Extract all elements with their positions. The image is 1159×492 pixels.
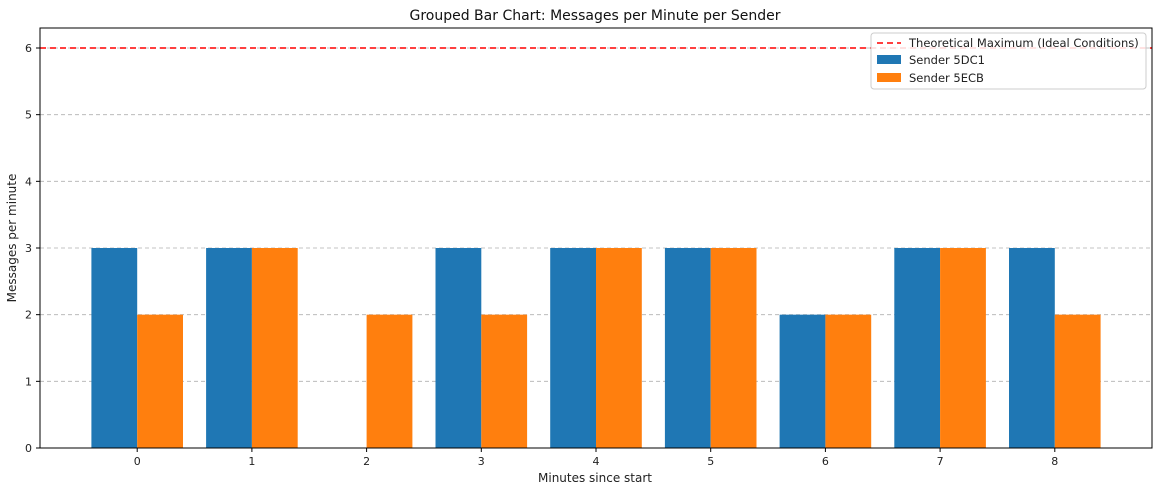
legend: Theoretical Maximum (Ideal Conditions) Se… [870, 32, 1147, 90]
bars [91, 248, 1101, 448]
bar-sender-5ecb-7 [940, 248, 986, 448]
bar-sender-5ecb-6 [825, 314, 872, 448]
bar-sender-5dc1-0 [91, 248, 138, 448]
x-tick-label: 5 [707, 455, 714, 468]
x-tick-label: 8 [1051, 455, 1058, 468]
bar-sender-5ecb-2 [366, 314, 413, 448]
bar-sender-5dc1-3 [435, 248, 482, 448]
legend-swatch-sender-5ecb [877, 73, 901, 82]
legend-label-sender-5dc1: Sender 5DC1 [909, 53, 985, 67]
bar-sender-5dc1-1 [206, 248, 252, 448]
x-tick-label: 7 [937, 455, 944, 468]
bar-sender-5ecb-4 [596, 248, 642, 448]
y-tick-label: 3 [25, 242, 32, 255]
legend-swatch-sender-5dc1 [877, 55, 901, 64]
y-tick-label: 2 [25, 309, 32, 322]
y-tick-label: 1 [25, 375, 32, 388]
legend-label-sender-5ecb: Sender 5ECB [909, 71, 984, 85]
y-axis-label: Messages per minute [5, 174, 19, 303]
legend-label-theoretical-maximum: Theoretical Maximum (Ideal Conditions) [908, 36, 1139, 50]
legend-box [870, 32, 1147, 90]
x-tick-label: 0 [134, 455, 141, 468]
x-tick-label: 3 [478, 455, 485, 468]
bar-sender-5dc1-4 [550, 248, 596, 448]
y-axis-ticks: 0 1 2 3 4 5 6 [25, 42, 40, 455]
y-tick-label: 5 [25, 109, 32, 122]
x-axis-ticks: 0 1 2 3 4 5 6 7 8 [134, 448, 1058, 468]
bar-sender-5dc1-5 [664, 248, 711, 448]
bar-sender-5ecb-0 [137, 314, 183, 448]
y-tick-label: 0 [25, 442, 32, 455]
y-tick-label: 4 [25, 175, 32, 188]
bar-sender-5dc1-6 [779, 314, 826, 448]
bar-sender-5ecb-5 [710, 248, 757, 448]
y-tick-label: 6 [25, 42, 32, 55]
x-tick-label: 1 [248, 455, 255, 468]
bar-sender-5dc1-7 [894, 248, 941, 448]
chart-title: Grouped Bar Chart: Messages per Minute p… [409, 8, 780, 24]
x-tick-label: 2 [363, 455, 370, 468]
x-axis-label: Minutes since start [538, 471, 652, 485]
x-tick-label: 6 [822, 455, 829, 468]
x-tick-label: 4 [593, 455, 600, 468]
bar-sender-5ecb-3 [481, 314, 528, 448]
bar-sender-5ecb-1 [251, 248, 298, 448]
bar-sender-5ecb-8 [1054, 314, 1101, 448]
bar-sender-5dc1-8 [1009, 248, 1055, 448]
